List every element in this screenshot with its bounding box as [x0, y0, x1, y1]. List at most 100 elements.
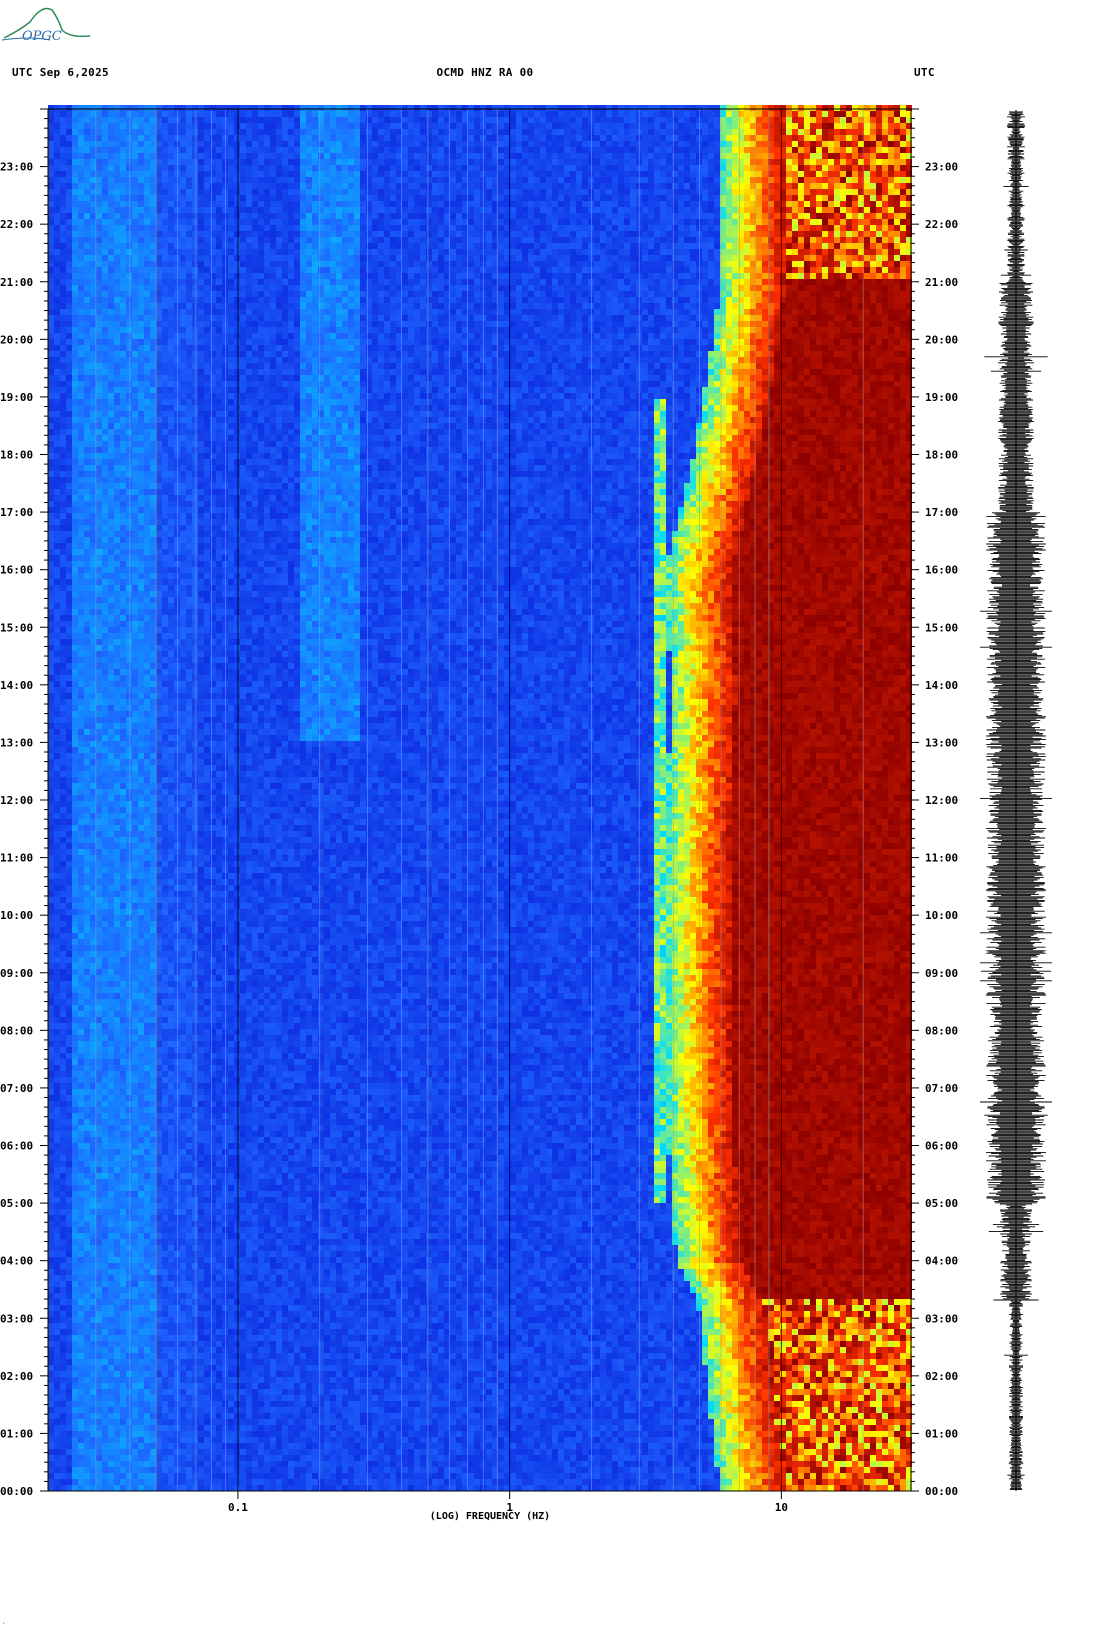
spectrogram-cell: [852, 1377, 858, 1383]
spectrogram-cell: [750, 1425, 756, 1431]
spectrogram-cell: [600, 1401, 606, 1407]
spectrogram-cell: [54, 1365, 60, 1371]
spectrogram-cell: [552, 1479, 558, 1485]
spectrogram-cell: [162, 1335, 168, 1341]
spectrogram-cell: [372, 1467, 378, 1473]
spectrogram-cell: [618, 1287, 624, 1293]
spectrogram-cell: [432, 1437, 438, 1443]
spectrogram-cell: [630, 1431, 636, 1437]
spectrogram-cell: [516, 1479, 522, 1485]
spectrogram-cell: [786, 1329, 792, 1335]
spectrogram-cell: [882, 1449, 888, 1455]
spectrogram-cell: [672, 1305, 678, 1311]
spectrogram-cell: [60, 1467, 66, 1473]
spectrogram-cell: [534, 1431, 540, 1437]
spectrogram-cell: [798, 1323, 804, 1329]
spectrogram-cell: [828, 1401, 834, 1407]
spectrogram-cell: [372, 1425, 378, 1431]
spectrogram-cell: [522, 1395, 528, 1401]
spectrogram-cell: [618, 1419, 624, 1425]
spectrogram-cell: [384, 1287, 390, 1293]
spectrogram-cell: [90, 1419, 96, 1425]
spectrogram-cell: [642, 1323, 648, 1329]
spectrogram-cell: [318, 1359, 324, 1365]
spectrogram-cell: [750, 1299, 756, 1305]
spectrogram-cell: [600, 1287, 606, 1293]
spectrogram-cell: [648, 1419, 654, 1425]
spectrogram-cell: [180, 1389, 186, 1395]
spectrogram-cell: [48, 1293, 54, 1299]
spectrogram-cell: [270, 1455, 276, 1461]
spectrogram-cell: [846, 1317, 852, 1323]
spectrogram-cell: [186, 1377, 192, 1383]
spectrogram-cell: [618, 1299, 624, 1305]
spectrogram-cell: [828, 1419, 834, 1425]
spectrogram-cell: [630, 1455, 636, 1461]
spectrogram-cell: [696, 1389, 702, 1395]
spectrogram-cell: [444, 1287, 450, 1293]
spectrogram-cell: [588, 1467, 594, 1473]
spectrogram-cell: [360, 1329, 366, 1335]
spectrogram-cell: [258, 1419, 264, 1425]
spectrogram-cell: [594, 1371, 600, 1377]
spectrogram-cell: [378, 1317, 384, 1323]
spectrogram-cell: [168, 1299, 174, 1305]
spectrogram-cell: [570, 1467, 576, 1473]
spectrogram-cell: [870, 1419, 876, 1425]
spectrogram-cell: [150, 1377, 156, 1383]
spectrogram-cell: [120, 1395, 126, 1401]
spectrogram-cell: [744, 1389, 750, 1395]
spectrogram-cell: [84, 1437, 90, 1443]
spectrogram-cell: [594, 1395, 600, 1401]
spectrogram-cell: [54, 1281, 60, 1287]
spectrogram-cell: [186, 1419, 192, 1425]
spectrogram-cell: [804, 1419, 810, 1425]
spectrogram-cell: [588, 1347, 594, 1353]
spectrogram-cell: [132, 1317, 138, 1323]
spectrogram-cell: [162, 1443, 168, 1449]
spectrogram-cell: [660, 1461, 666, 1467]
spectrogram-cell: [402, 1335, 408, 1341]
spectrogram-cell: [258, 1281, 264, 1287]
spectrogram-cell: [756, 1449, 762, 1455]
spectrogram-cell: [114, 1341, 120, 1347]
spectrogram-cell: [426, 1413, 432, 1419]
spectrogram-cell: [864, 1293, 870, 1299]
spectrogram-cell: [552, 1461, 558, 1467]
spectrogram-cell: [534, 1329, 540, 1335]
spectrogram-cell: [744, 1311, 750, 1317]
spectrogram-cell: [240, 1395, 246, 1401]
spectrogram-cell: [882, 1485, 888, 1491]
spectrogram-cell: [726, 1407, 732, 1413]
spectrogram-cell: [546, 1329, 552, 1335]
spectrogram-cell: [402, 1383, 408, 1389]
spectrogram-cell: [666, 1473, 672, 1479]
spectrogram-cell: [624, 1365, 630, 1371]
spectrogram-cell: [132, 1359, 138, 1365]
spectrogram-cell: [564, 1401, 570, 1407]
spectrogram-cell: [756, 1431, 762, 1437]
spectrogram-cell: [96, 1287, 102, 1293]
spectrogram-cell: [174, 1353, 180, 1359]
spectrogram-cell: [630, 1329, 636, 1335]
spectrogram-cell: [102, 1449, 108, 1455]
spectrogram-cell: [408, 1407, 414, 1413]
spectrogram-cell: [534, 1449, 540, 1455]
spectrogram-cell: [234, 1323, 240, 1329]
spectrogram-cell: [852, 1467, 858, 1473]
spectrogram-cell: [468, 1353, 474, 1359]
spectrogram-cell: [546, 1383, 552, 1389]
spectrogram-cell: [504, 1479, 510, 1485]
spectrogram-cell: [816, 1359, 822, 1365]
spectrogram-cell: [726, 1413, 732, 1419]
spectrogram-cell: [270, 1473, 276, 1479]
spectrogram-cell: [642, 1443, 648, 1449]
spectrogram-cell: [534, 1305, 540, 1311]
spectrogram-cell: [744, 1485, 750, 1491]
spectrogram-cell: [858, 1419, 864, 1425]
spectrogram-cell: [180, 1419, 186, 1425]
spectrogram-cell: [684, 1467, 690, 1473]
spectrogram-cell: [768, 1347, 774, 1353]
spectrogram-cell: [504, 1425, 510, 1431]
spectrogram-cell: [168, 1461, 174, 1467]
